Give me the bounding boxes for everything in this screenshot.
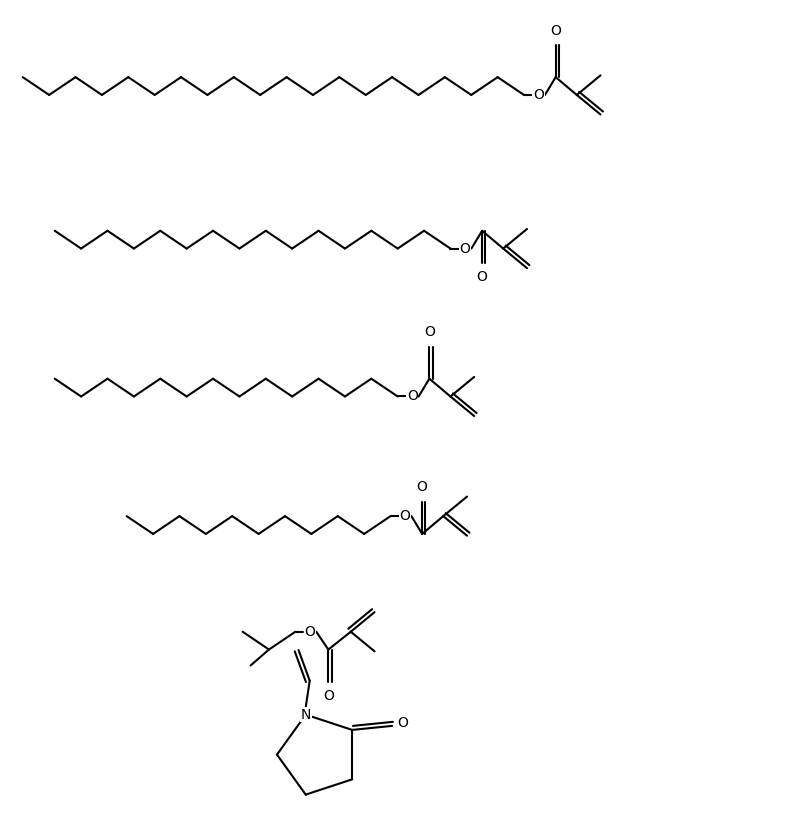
Text: O: O	[407, 389, 418, 404]
Text: O: O	[551, 24, 561, 37]
Text: O: O	[304, 625, 316, 639]
Text: O: O	[399, 509, 411, 523]
Text: O: O	[417, 480, 427, 494]
Text: O: O	[397, 716, 408, 730]
Text: N: N	[300, 707, 311, 722]
Text: O: O	[460, 242, 470, 256]
Text: O: O	[424, 325, 435, 339]
Text: O: O	[477, 270, 488, 284]
Text: O: O	[323, 689, 334, 703]
Text: O: O	[533, 88, 544, 102]
